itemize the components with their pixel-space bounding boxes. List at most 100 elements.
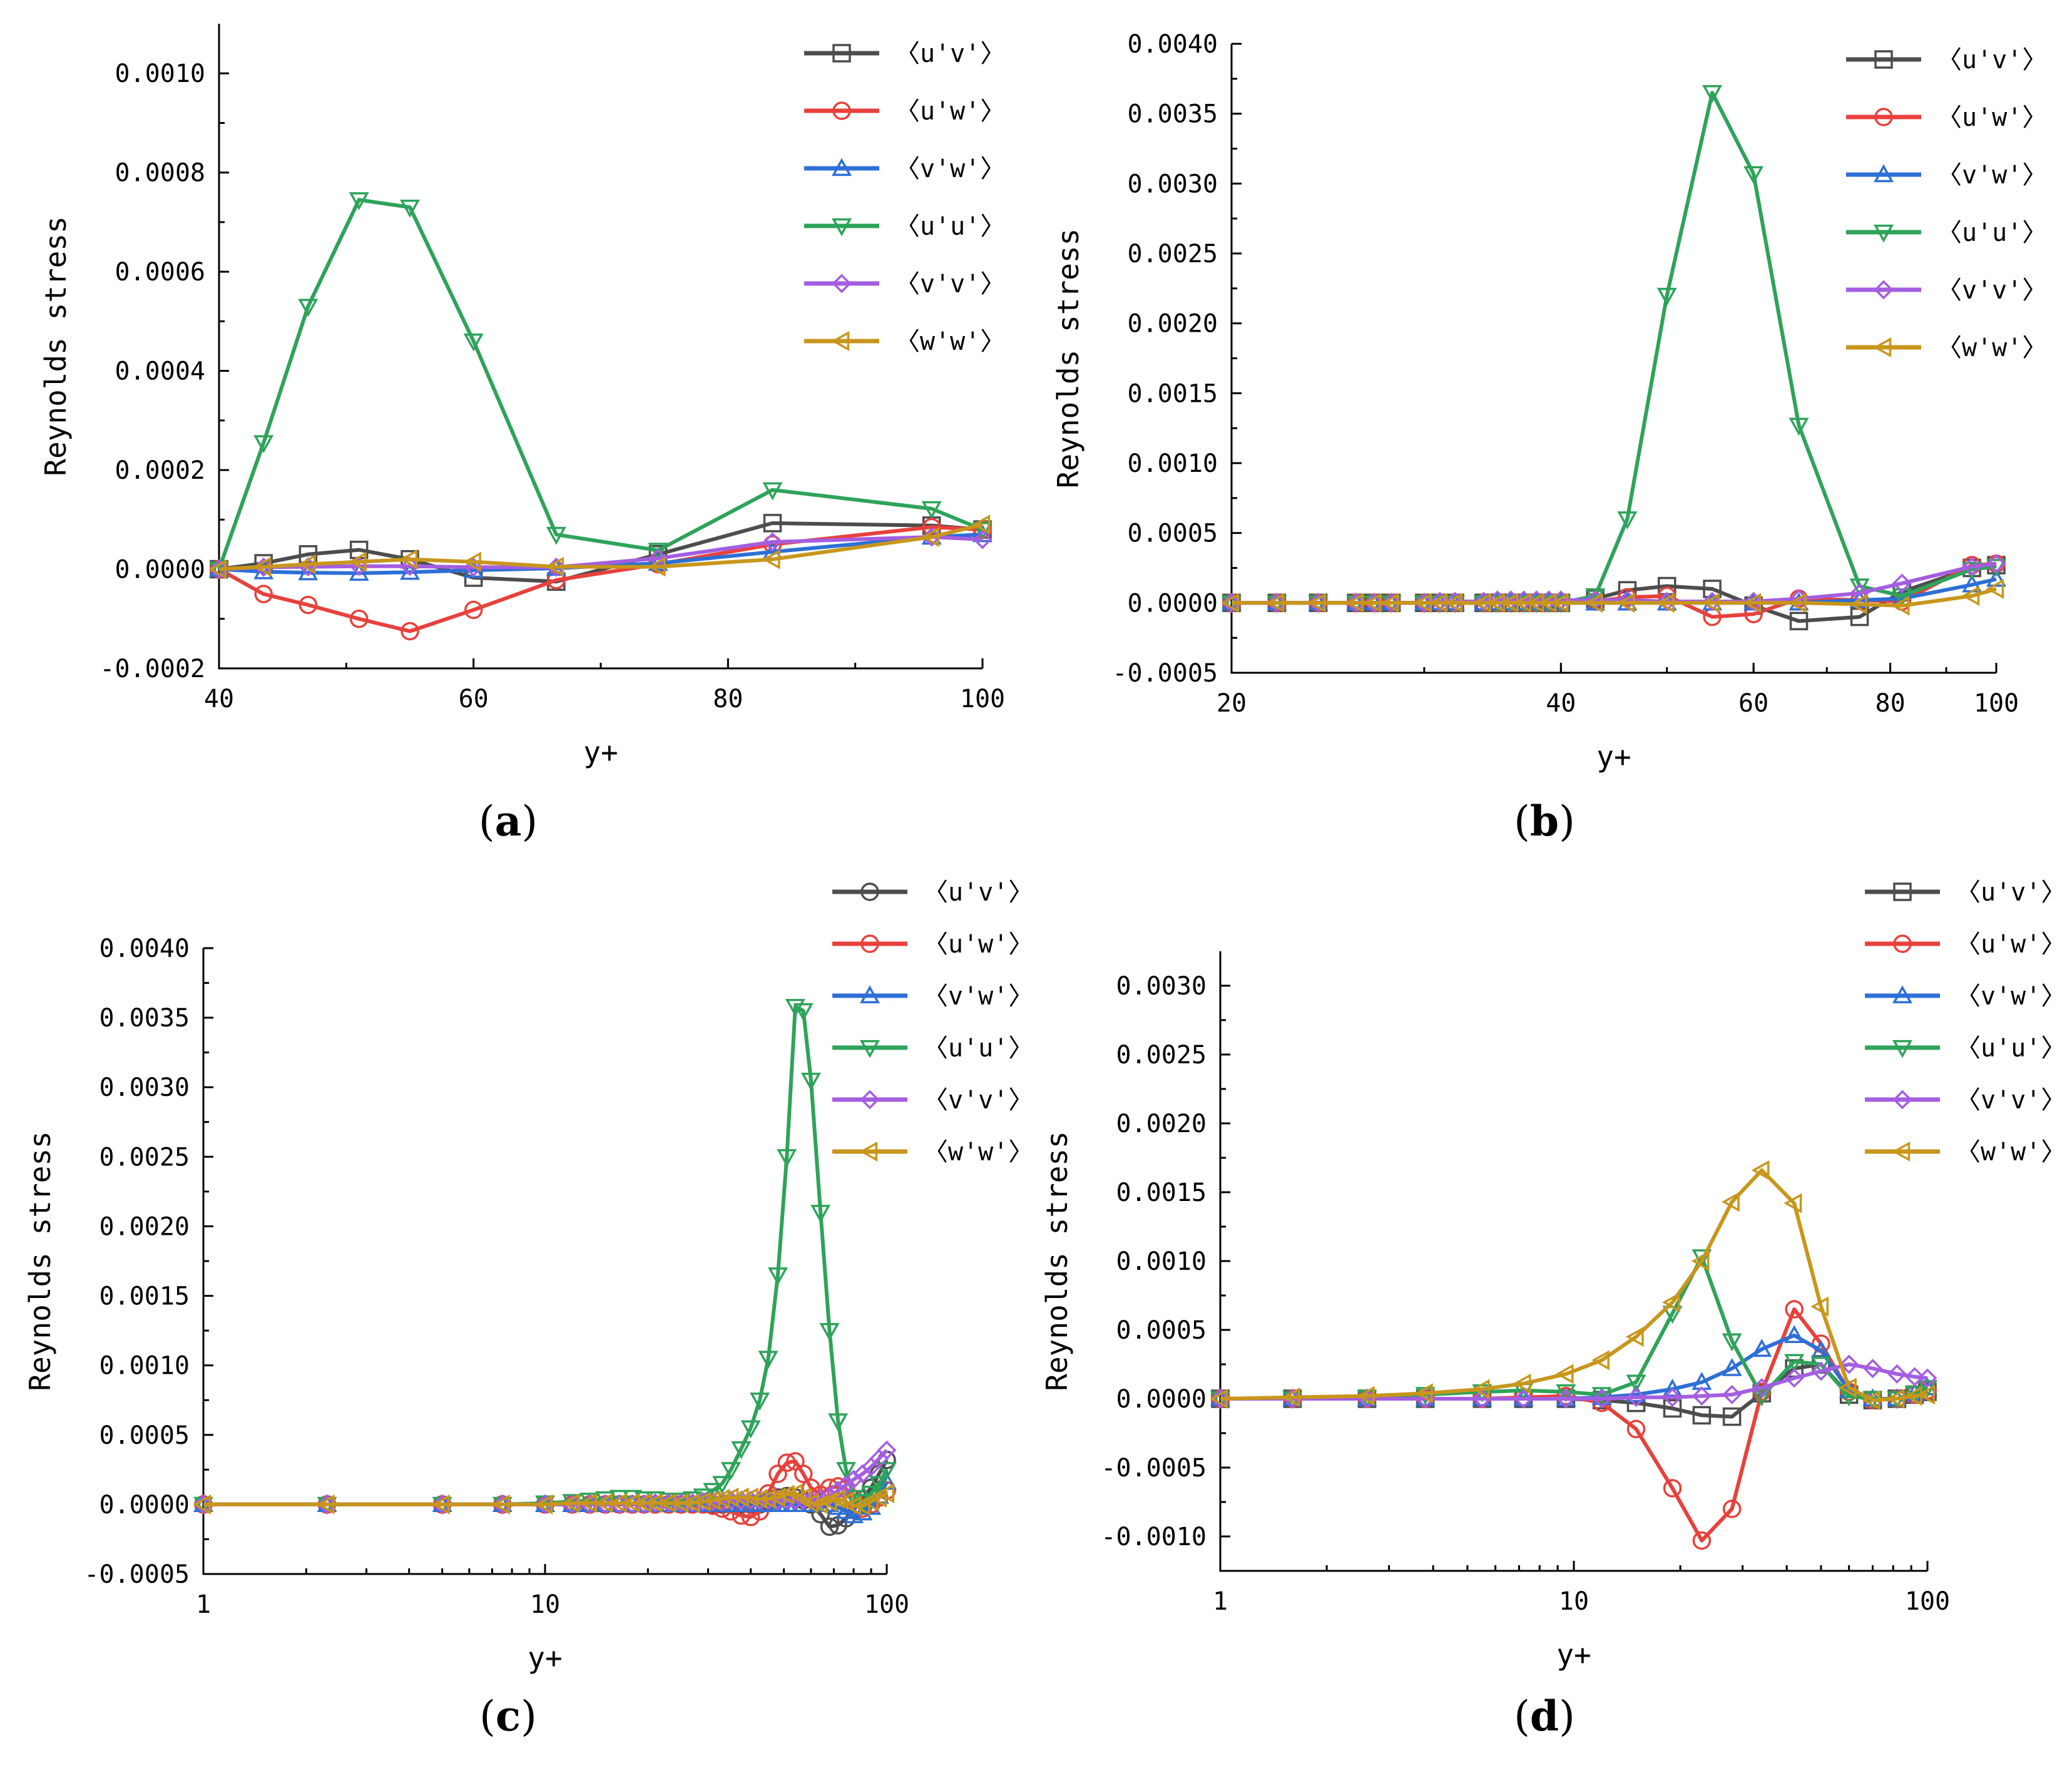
y-tick-label: 0.0000 (100, 1491, 190, 1520)
data-point-vv (844, 1469, 864, 1489)
data-point-ww (1550, 593, 1569, 613)
data-point-uw (464, 600, 483, 620)
x-tick-label: 40 (204, 685, 234, 713)
data-point-vv (1592, 1389, 1612, 1409)
x-axis-title: y+ (1556, 1638, 1591, 1672)
x-tick-label: 80 (713, 685, 743, 713)
data-point-ww (1862, 1390, 1881, 1411)
data-point-ww (633, 1493, 652, 1513)
data-point-uw (1556, 1386, 1576, 1406)
data-point-ww (1444, 593, 1463, 613)
data-point-ww (1788, 593, 1807, 613)
data-point-ww (316, 1494, 335, 1515)
data-point-uu (1626, 1374, 1646, 1393)
data-point-uu (349, 192, 369, 210)
data-point-uu (1722, 1333, 1742, 1352)
y-axis-title: Reynolds stress (1051, 228, 1085, 488)
data-point-ww (1282, 1387, 1300, 1408)
data-point-ww (1585, 593, 1603, 613)
data-point-uw (768, 1464, 787, 1483)
x-tick-label: 60 (459, 685, 489, 713)
y-tick-label: 0.0005 (100, 1421, 190, 1450)
legend-marker-vw (860, 985, 880, 1004)
data-point-ww (749, 1489, 768, 1509)
series-line-vv (1232, 561, 1997, 605)
x-tick-label: 80 (1875, 689, 1905, 718)
legend-marker-uv (1874, 50, 1893, 69)
data-point-vw (1849, 590, 1870, 608)
y-tick-label: 0.0005 (1128, 519, 1218, 548)
data-point-ww (876, 1483, 895, 1504)
legend: 〈u'v'〉〈u'w'〉〈v'w'〉〈u'u'〉〈v'v'〉〈w'w'〉 (804, 39, 1005, 356)
data-point-vv (1850, 583, 1870, 603)
legend-marker-uu (1874, 224, 1894, 243)
data-point-uw (777, 1453, 797, 1472)
data-point-uu (463, 333, 484, 352)
series-line-uu (217, 198, 984, 570)
data-point-uw (1752, 1382, 1772, 1401)
data-point-ww (1625, 1327, 1644, 1347)
data-point-ww (1513, 1373, 1531, 1394)
x-axis-title: y+ (528, 1641, 562, 1675)
data-point-ww (1722, 1192, 1740, 1212)
data-point-uu (800, 1072, 821, 1091)
data-point-vw (1752, 1339, 1772, 1357)
data-point-vv (1811, 1361, 1831, 1381)
legend-label-vv: 〈v'v'〉 (923, 1086, 1033, 1115)
data-point-uu (731, 1441, 752, 1459)
y-tick-label: 0.0025 (1128, 240, 1218, 268)
y-tick-label: -0.0002 (100, 655, 205, 683)
data-point-uu (1849, 578, 1870, 597)
series-uw (1211, 1300, 1937, 1550)
legend-label-vw: 〈v'w'〉 (1937, 161, 2047, 190)
data-point-ww (1961, 586, 1980, 606)
legend-marker-vv (1892, 1090, 1912, 1110)
data-point-ww (800, 1493, 819, 1513)
series-ww (1210, 1160, 1936, 1411)
data-point-uu (793, 1003, 814, 1021)
legend-label-vv: 〈v'v'〉 (895, 270, 1005, 299)
data-point-uu (921, 501, 942, 519)
data-point-ww (463, 551, 481, 572)
data-point-ww (712, 1489, 730, 1509)
data-point-uu (1743, 166, 1764, 185)
data-point-ww (1751, 1160, 1770, 1180)
data-point-vv (1839, 1354, 1859, 1374)
y-axis-title: Reynolds stress (23, 1131, 57, 1391)
panel-b: -0.0005 0.0000 0.0005 0.0010 0.0015 0.0020 0.0… (1051, 30, 2047, 846)
data-point-uw (401, 621, 419, 641)
data-point-vv (1986, 554, 2006, 574)
series-vv (1210, 1354, 1937, 1409)
data-point-uu (777, 1149, 797, 1167)
data-point-ww (1986, 579, 2004, 599)
y-tick-label: 0.0010 (100, 1352, 190, 1381)
data-point-uu (400, 200, 420, 218)
data-point-uw (1722, 1500, 1742, 1518)
data-point-uu (1784, 1354, 1805, 1372)
legend-label-vw: 〈v'w'〉 (895, 155, 1005, 183)
data-point-ww (720, 1487, 739, 1508)
panel-d: -0.0010 -0.0005 0.0000 0.0005 0.0010 0.0015 0.… (1040, 878, 2066, 1740)
data-point-vv (1663, 1387, 1682, 1408)
data-point-vv (1784, 1368, 1804, 1388)
x-tick-label: 100 (960, 685, 1005, 713)
legend-label-uw: 〈u'w'〉 (1937, 103, 2047, 132)
y-tick-label: 0.0006 (115, 258, 206, 287)
series-line-ww (218, 523, 983, 571)
data-point-uu (1702, 85, 1723, 103)
data-point-ww (492, 1494, 510, 1515)
legend-marker-vv (860, 1090, 880, 1110)
legend-label-ww: 〈w'w'〉 (1937, 334, 2047, 362)
legend-marker-uu (1892, 1040, 1912, 1058)
data-point-vw (1784, 1325, 1805, 1343)
axes-frame (1230, 44, 1996, 674)
legend: 〈u'v'〉〈u'w'〉〈v'w'〉〈u'u'〉〈v'v'〉〈w'w'〉 (1846, 46, 2047, 362)
data-point-uv (763, 514, 782, 533)
legend-label-uv: 〈u'v'〉 (923, 878, 1033, 907)
y-tick-label: -0.0005 (1101, 1454, 1207, 1483)
legend-label-uu: 〈u'u'〉 (923, 1034, 1033, 1063)
data-point-uu (1656, 287, 1677, 306)
series-uu (193, 999, 897, 1515)
data-point-ww (1555, 1364, 1574, 1384)
data-point-uu (877, 1462, 897, 1480)
